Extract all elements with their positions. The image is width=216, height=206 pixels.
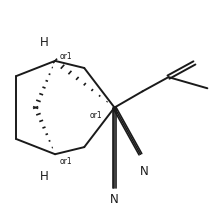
Text: or1: or1 [59,156,72,165]
Text: H: H [40,36,49,49]
Text: N: N [140,164,149,177]
Text: or1: or1 [59,52,72,61]
Text: or1: or1 [90,111,102,119]
Text: N: N [110,192,119,205]
Text: H: H [40,169,49,182]
